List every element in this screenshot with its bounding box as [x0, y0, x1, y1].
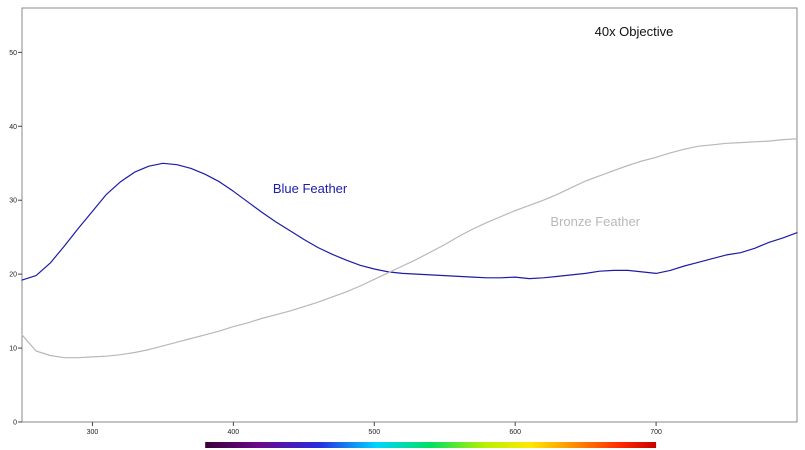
y-axis-ticks: 0 10 20 30 40 50: [9, 50, 22, 427]
y-tick-label: 30: [9, 198, 17, 205]
x-tick-label: 500: [368, 429, 380, 436]
y-tick-label: 40: [9, 124, 17, 131]
visible-spectrum-bar: [205, 442, 657, 448]
series-annotation: Blue Feather: [273, 181, 348, 196]
x-tick-label: 600: [509, 429, 521, 436]
series-annotation: Bronze Feather: [550, 214, 640, 229]
x-tick-label: 700: [650, 429, 662, 436]
y-tick-label: 10: [9, 346, 17, 353]
series-layer: [21, 138, 798, 359]
series-line-blue-feather: [21, 162, 798, 281]
chart-title: 40x Objective: [595, 24, 674, 39]
x-tick-label: 400: [228, 429, 240, 436]
series-line-bronze-feather: [21, 138, 798, 359]
y-tick-label: 50: [9, 50, 17, 57]
y-tick-label: 20: [9, 272, 17, 279]
annotation-layer: Blue Feather Bronze Feather: [273, 181, 641, 229]
plot-frame: [21, 7, 798, 423]
x-tick-label: 300: [87, 429, 99, 436]
x-axis-ticks: 300 400 500 600 700: [87, 422, 662, 436]
y-tick-label: 0: [13, 420, 17, 427]
